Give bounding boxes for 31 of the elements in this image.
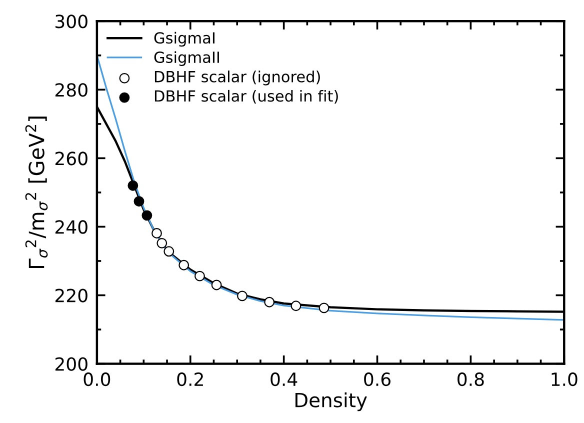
point <box>128 180 138 191</box>
y-tick-label: 260 <box>55 152 88 166</box>
point <box>194 270 205 282</box>
text: Γ$_{σ}$$^{2}$/m$_{σ}$$^{2}$ [GeV$^{2}$] <box>25 116 48 268</box>
x-tick-label: 0.0 <box>84 372 110 386</box>
point <box>237 290 248 302</box>
y-tick-label: 280 <box>55 83 88 97</box>
legend-label: DBHF scalar (ignored) <box>154 70 320 86</box>
point <box>178 260 190 270</box>
x-axis-title: Density <box>295 392 367 412</box>
legend-label: DBHF scalar (used in fit) <box>154 90 338 104</box>
legend-label: GsigmaI <box>154 32 214 47</box>
y-tick-label: 240 <box>55 220 88 234</box>
point <box>164 246 174 257</box>
y-tick-label: 300 <box>56 14 88 28</box>
point <box>152 228 162 238</box>
point <box>211 280 222 290</box>
point <box>318 302 330 314</box>
point <box>142 210 152 221</box>
x-tick-label: 0.8 <box>458 372 484 386</box>
point <box>264 296 275 308</box>
y-tick-label: 200 <box>55 357 88 371</box>
point <box>134 196 144 207</box>
x-tick-label: 0.6 <box>364 372 390 386</box>
point <box>290 300 302 312</box>
point <box>156 238 168 248</box>
legend-label: GsigmaII <box>154 51 219 66</box>
y-tick-label: 220 <box>55 288 88 302</box>
x-tick-label: 0.4 <box>270 372 298 386</box>
x-tick-label: 0.2 <box>177 372 203 386</box>
x-tick-label: 1.0 <box>552 372 578 386</box>
